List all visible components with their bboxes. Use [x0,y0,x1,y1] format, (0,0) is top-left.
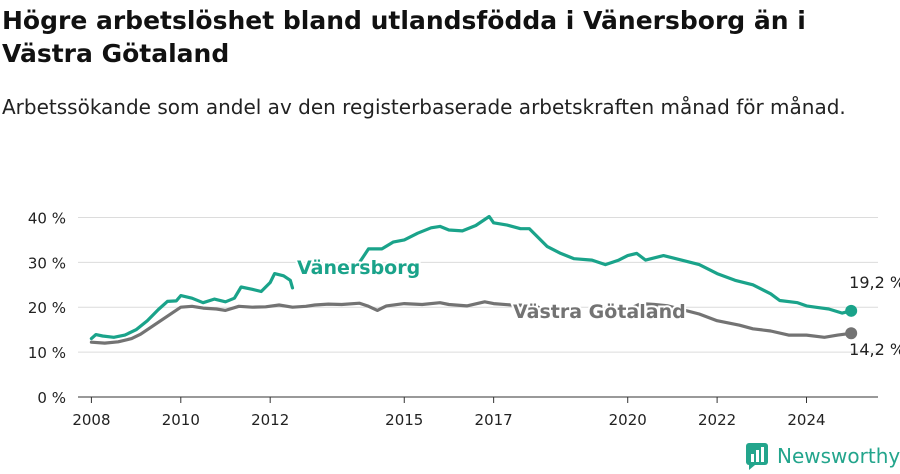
brand-name: Newsworthy [777,444,900,468]
y-tick-label: 0 % [37,389,66,407]
series-line [358,214,853,315]
series-line [89,300,540,345]
x-tick-label: 2010 [162,411,200,429]
y-tick-label: 30 % [28,254,66,272]
y-tick-label: 40 % [28,209,66,227]
x-tick-label: 2008 [72,411,110,429]
series-end-marker [845,327,858,340]
gridlines [78,216,878,353]
axes: 0 % 10 % 20 % 30 % 40 % 2008 2010 2012 2015 2017 2… [28,209,878,429]
series-labels: Vänersborg Västra Götaland 19,2 % 14,2 % [295,255,900,359]
x-tick-label: 2017 [475,411,513,429]
series-line [89,272,295,341]
series-name-label: Vänersborg [297,257,420,279]
newsworthy-logo-icon [746,443,768,470]
brand-logo: Newsworthy [745,441,900,471]
series-lines [89,214,858,345]
y-tick-label: 10 % [28,344,66,362]
y-tick-label: 20 % [28,299,66,317]
x-tick-label: 2024 [787,411,825,429]
series-line [626,302,853,339]
series-end-value-label: 19,2 % [849,273,900,292]
x-tick-label: 2022 [698,411,736,429]
x-tick-label: 2015 [385,411,423,429]
series-name-label: Västra Götaland [513,301,686,323]
series-end-marker [845,304,858,317]
chart-title: Högre arbetslöshet bland utlandsfödda i … [2,6,806,68]
x-tick-label: 2012 [251,411,289,429]
series-end-value-label: 14,2 % [849,340,900,359]
x-tick-label: 2020 [609,411,647,429]
chart-subtitle: Arbetssökande som andel av den registerb… [2,95,846,119]
